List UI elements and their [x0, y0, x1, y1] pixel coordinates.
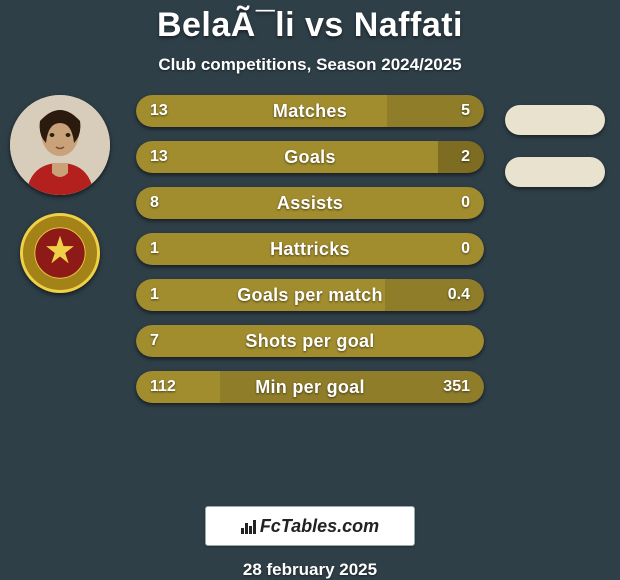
player-right-club-placeholder [505, 157, 605, 187]
stat-label: Hattricks [190, 239, 430, 260]
stat-label: Shots per goal [190, 331, 430, 352]
avatar-placeholder-icon [10, 95, 110, 195]
stat-label: Goals [190, 147, 430, 168]
fctables-logo: FcTables.com [241, 516, 379, 537]
stat-value-right: 5 [430, 102, 484, 120]
bars-icon [241, 518, 256, 534]
stat-value-left: 13 [136, 102, 190, 120]
date-text: 28 february 2025 [243, 560, 377, 580]
right-player-column [500, 105, 610, 187]
stat-value-right: 0 [430, 194, 484, 212]
stat-value-left: 112 [136, 378, 190, 396]
stat-value-left: 13 [136, 148, 190, 166]
stat-value-left: 7 [136, 332, 190, 350]
stat-value-right: 0 [430, 240, 484, 258]
stat-label: Goals per match [190, 285, 430, 306]
brand-text: FcTables.com [260, 516, 379, 537]
player-right-avatar-placeholder [505, 105, 605, 135]
stat-value-left: 1 [136, 240, 190, 258]
player-left-avatar [10, 95, 110, 195]
source-badge: FcTables.com [205, 506, 415, 546]
stat-bar: 1Hattricks0 [136, 233, 484, 265]
card: BelaÃ¯li vs Naffati Club competitions, S… [0, 0, 620, 580]
left-player-column [8, 95, 112, 293]
stat-label: Assists [190, 193, 430, 214]
stat-bars: 13Matches513Goals28Assists01Hattricks01G… [136, 95, 484, 403]
stat-bar: 1Goals per match0.4 [136, 279, 484, 311]
stat-bar: 13Matches5 [136, 95, 484, 127]
stat-bar: 7Shots per goal [136, 325, 484, 357]
stat-bar: 112Min per goal351 [136, 371, 484, 403]
stat-bar: 13Goals2 [136, 141, 484, 173]
comparison-area: 13Matches513Goals28Assists01Hattricks01G… [0, 75, 620, 506]
stat-value-left: 1 [136, 286, 190, 304]
player-left-club-badge [20, 213, 100, 293]
stat-value-left: 8 [136, 194, 190, 212]
club-crest-icon [34, 227, 86, 279]
stat-value-right: 0.4 [430, 286, 484, 304]
stat-value-right: 2 [430, 148, 484, 166]
stat-bar: 8Assists0 [136, 187, 484, 219]
stat-label: Matches [190, 101, 430, 122]
subtitle: Club competitions, Season 2024/2025 [158, 55, 461, 75]
page-title: BelaÃ¯li vs Naffati [157, 6, 463, 45]
stat-value-right: 351 [430, 378, 484, 396]
stat-label: Min per goal [190, 377, 430, 398]
club-badge-inner [29, 222, 91, 284]
